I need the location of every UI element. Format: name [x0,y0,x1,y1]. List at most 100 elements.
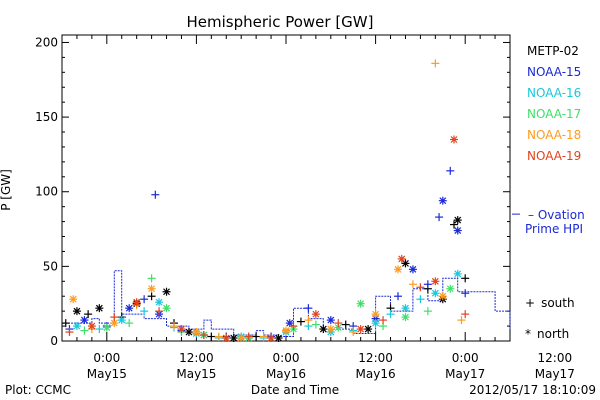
footer-plot-credit: Plot: CCMC [5,383,71,397]
series-metp-02 [61,216,470,343]
south-point [408,280,417,289]
north-point [267,334,276,343]
y-axis: 0 50 100 150 200 [35,35,510,348]
north-point [117,316,126,325]
south-point [80,326,89,335]
legend-entry: NOAA-15 [527,65,581,79]
south-point [199,331,208,340]
south-point [207,332,216,341]
south-point [450,220,458,229]
south-point [214,332,223,341]
y-tick-label: 200 [35,35,58,49]
north-point [453,226,462,235]
south-point [431,59,440,68]
legend-entry: NOAA-19 [527,149,581,163]
x-tick-time: 12:00 [538,351,573,365]
south-point [423,307,432,316]
x-tick-date: May16 [266,367,306,381]
south-point [151,190,160,199]
marker-label: south [541,296,575,310]
south-point [147,274,156,283]
north-point [72,307,81,316]
south-point [140,307,149,316]
north-point [237,334,246,343]
south-point [259,332,268,341]
north-point [125,304,134,313]
ovation-step-line [62,270,511,337]
north-point [401,304,410,313]
x-tick-date: May17 [445,367,485,381]
series-noaa-15 [65,166,470,343]
south-point [416,295,425,304]
north-point [453,269,462,278]
marker-legend-entry: * north [525,327,569,341]
marker-label: north [537,327,569,341]
satellite-data-points [61,59,470,343]
south-point [125,319,134,328]
north-point [397,254,406,263]
south-point [394,292,402,301]
south-point [334,319,343,328]
north-point [274,334,283,343]
north-point [87,322,96,331]
north-point [431,289,440,298]
north-point [192,328,201,337]
south-point [110,313,119,322]
series-noaa-18 [69,59,466,343]
south-point [244,332,253,341]
south-point [435,213,444,222]
legend-entry: METP-02 [527,44,579,58]
north-point [80,316,89,325]
south-point [311,320,320,329]
north-point [453,216,462,225]
legend-entry: NOAA-17 [527,107,581,121]
south-point [457,316,466,325]
y-axis-label: P [GW] [0,169,13,211]
ovation-prime-hpi-series [62,213,520,337]
north-point [326,325,335,334]
north-point [162,287,171,296]
y-tick-label: 0 [50,334,58,348]
south-point [155,307,164,316]
north-point [162,304,171,313]
north-point [401,313,410,322]
north-point [394,265,402,274]
ovation-label-line1: – Ovation [528,208,585,222]
south-point [386,310,395,319]
north-point [132,298,141,307]
satellite-legend: METP-02 NOAA-15 NOAA-16 NOAA-17 NOAA-18 NOAA-… [527,44,581,163]
south-point [423,280,432,289]
north-point [282,326,290,335]
series-noaa-19 [65,135,470,343]
north-point [450,135,458,144]
south-point [461,310,470,319]
north-point [364,325,373,334]
south-point [416,283,425,292]
south-point [304,304,313,313]
x-tick-date: May17 [535,367,575,381]
north-point [229,334,238,343]
ovation-label-line2: Prime HPI [525,222,583,236]
south-point [95,325,104,334]
y-tick-label: 50 [43,259,58,273]
south-point [296,317,305,326]
north-point [408,265,417,274]
marker-legend: + south * north [525,296,575,341]
north-point [371,310,380,319]
north-point [147,284,156,293]
x-axis-label: Date and Time [251,383,339,397]
north-point [177,325,186,334]
south-point [147,292,156,301]
south-point [65,328,74,337]
footer-timestamp: 2012/05/17 18:10:09 [469,383,596,397]
north-point [72,322,81,331]
y-tick-label: 150 [35,110,58,124]
north-point [222,334,231,343]
south-point [252,332,261,341]
marker-legend-entry: + south [525,296,575,310]
ovation-legend: – Ovation Prime HPI [525,208,585,236]
legend-entry: NOAA-16 [527,86,581,100]
north-point [401,259,410,268]
south-point [170,322,178,331]
